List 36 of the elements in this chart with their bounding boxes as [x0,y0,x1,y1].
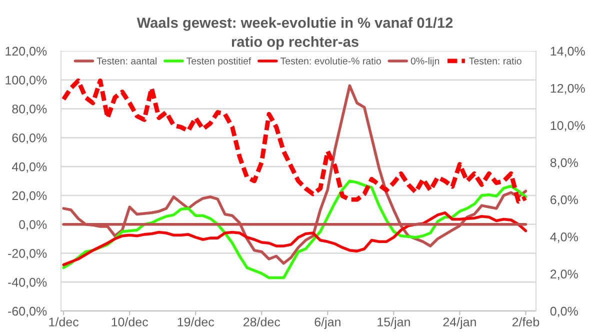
legend-label: Testen: evolutie-% ratio [280,57,381,64]
x-tick-label: 10/dec [112,317,148,326]
x-tick-label: 15/jan [378,317,410,329]
x-tick-label: 24/jan [443,317,476,329]
y-tick-label: -60,0% [8,306,47,318]
y-tick-label: 80,0% [12,104,47,115]
y-tick-label: 40,0% [12,162,47,173]
y-tick-label: 60,0% [12,133,47,144]
x-tick-label: 1/dec [49,317,79,326]
x-tick-label: 19/dec [178,317,214,326]
line-series [62,84,528,265]
y2-tick-label: 14,0% [550,46,585,58]
legend-label: Testen postitief [186,57,252,66]
y2-tick-label: 2,0% [550,270,578,280]
x-tick-label: 6/jan [314,317,340,329]
x-tick-label: 28/dec [244,317,280,326]
chart-subtitle: ratio op rechter-as [232,36,358,50]
y2-tick-label: 4,0% [550,232,578,243]
y-tick-label: 20,0% [12,191,47,202]
line-series [61,78,528,204]
y-tick-label: 100,0% [6,76,47,86]
y2-tick-label: 8,0% [550,158,578,169]
y2-tick-label: 6,0% [550,195,578,206]
y2-tick-label: 10,0% [550,121,585,132]
legend-label: Testen: aantal [96,57,156,64]
y-tick-label: -20,0% [8,249,47,260]
legend-label: 0%-lijn [410,57,440,66]
y2-tick-label: 12,0% [550,84,585,94]
legend-label: Testen: ratio [469,57,522,64]
y-tick-label: -40,0% [8,278,47,288]
y2-tick-label: 0,0% [550,306,578,318]
y-tick-label: 120,0% [6,46,47,58]
y-tick-label: 0,0% [19,220,47,230]
chart-title: Waals gewest: week-evolutie in % vanaf 01/12 [136,17,453,31]
line-series [62,211,528,266]
x-tick-label: 2/feb [512,317,540,326]
